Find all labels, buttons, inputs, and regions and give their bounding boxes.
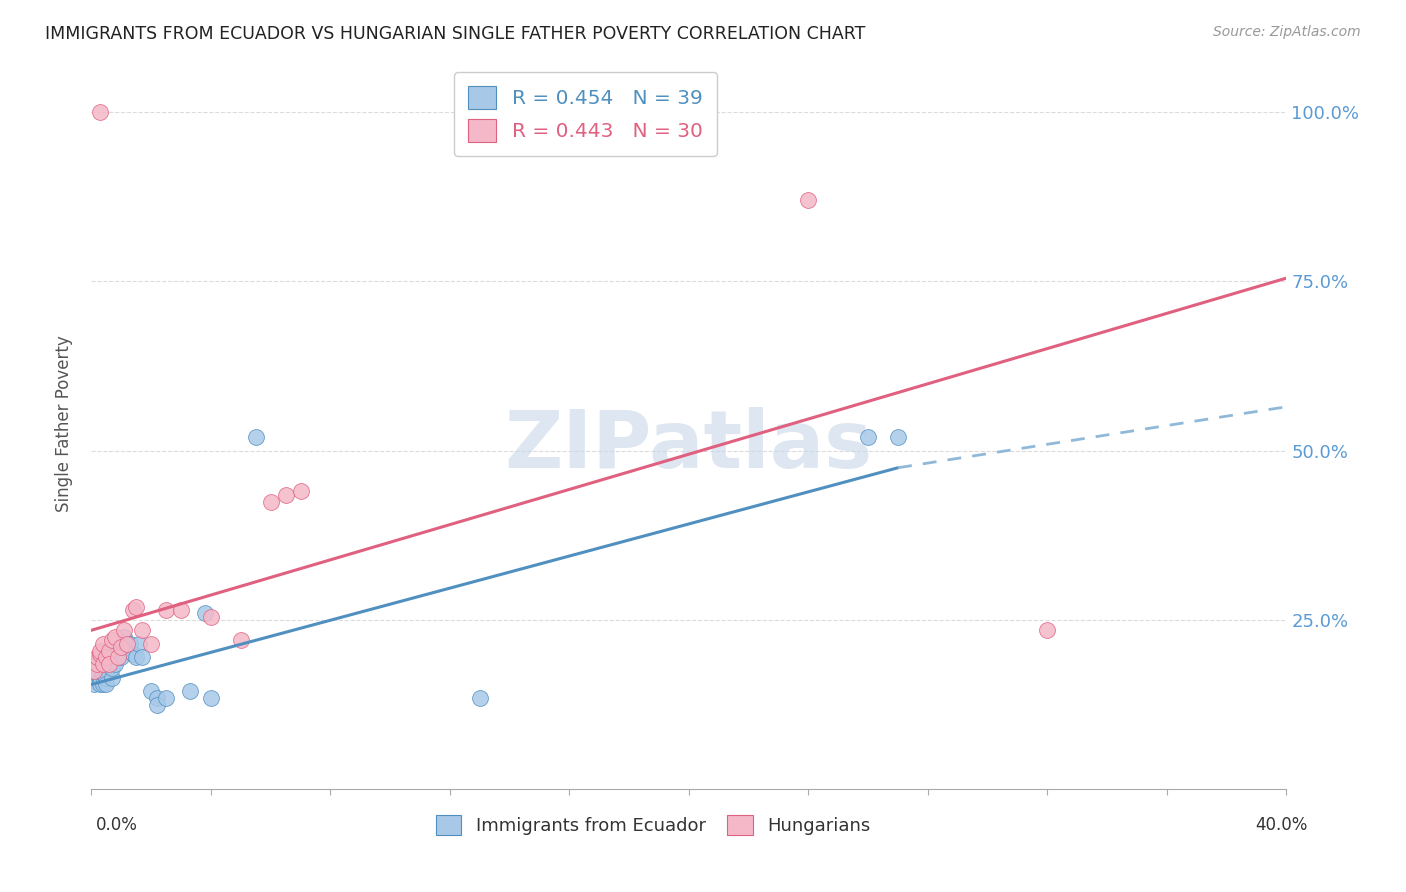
Point	[194, 607, 217, 621]
Point	[1036, 624, 1059, 638]
Point	[110, 640, 132, 655]
Point	[146, 698, 169, 712]
Point	[131, 650, 153, 665]
Point	[858, 430, 880, 444]
Point	[96, 671, 118, 685]
Point	[86, 667, 108, 681]
Point	[797, 193, 820, 207]
Point	[107, 650, 129, 665]
Point	[887, 430, 910, 444]
Point	[107, 640, 129, 655]
Text: ZIPatlas: ZIPatlas	[505, 407, 873, 484]
Point	[83, 664, 105, 678]
Point	[93, 657, 115, 672]
Point	[98, 643, 121, 657]
Point	[115, 640, 138, 655]
Point	[89, 674, 111, 689]
Point	[93, 677, 115, 691]
Point	[98, 657, 121, 672]
Point	[83, 667, 105, 681]
Point	[170, 603, 193, 617]
Point	[120, 637, 142, 651]
Legend: Immigrants from Ecuador, Hungarians: Immigrants from Ecuador, Hungarians	[422, 800, 884, 850]
Point	[104, 657, 127, 672]
Point	[83, 674, 105, 689]
Point	[141, 684, 163, 698]
Point	[101, 671, 124, 685]
Point	[86, 650, 108, 665]
Point	[200, 609, 222, 624]
Point	[101, 660, 124, 674]
Point	[245, 430, 267, 444]
Point	[125, 650, 148, 665]
Point	[110, 650, 132, 665]
Point	[86, 660, 108, 674]
Point	[89, 647, 111, 661]
Text: 40.0%: 40.0%	[1256, 816, 1308, 834]
Point	[468, 690, 491, 705]
Point	[112, 624, 135, 638]
Point	[104, 650, 127, 665]
Point	[155, 603, 177, 617]
Point	[179, 684, 201, 698]
Point	[141, 637, 163, 651]
Point	[96, 677, 118, 691]
Point	[86, 654, 108, 668]
Point	[93, 667, 115, 681]
Point	[122, 603, 145, 617]
Point	[89, 643, 111, 657]
Point	[146, 690, 169, 705]
Point	[200, 690, 222, 705]
Point	[155, 690, 177, 705]
Point	[89, 105, 111, 120]
Point	[96, 650, 118, 665]
Point	[96, 660, 118, 674]
Point	[101, 633, 124, 648]
Point	[122, 647, 145, 661]
Point	[259, 494, 281, 508]
Point	[229, 633, 252, 648]
Point	[93, 637, 115, 651]
Point	[86, 657, 108, 672]
Point	[89, 677, 111, 691]
Point	[128, 637, 150, 651]
Point	[115, 637, 138, 651]
Point	[112, 630, 135, 644]
Point	[98, 650, 121, 665]
Point	[290, 484, 312, 499]
Y-axis label: Single Father Poverty: Single Father Poverty	[55, 335, 73, 512]
Point	[83, 677, 105, 691]
Point	[110, 643, 132, 657]
Text: Source: ZipAtlas.com: Source: ZipAtlas.com	[1213, 25, 1361, 39]
Text: IMMIGRANTS FROM ECUADOR VS HUNGARIAN SINGLE FATHER POVERTY CORRELATION CHART: IMMIGRANTS FROM ECUADOR VS HUNGARIAN SIN…	[45, 25, 865, 43]
Point	[125, 599, 148, 614]
Point	[104, 630, 127, 644]
Point	[274, 488, 297, 502]
Text: 0.0%: 0.0%	[96, 816, 138, 834]
Point	[131, 624, 153, 638]
